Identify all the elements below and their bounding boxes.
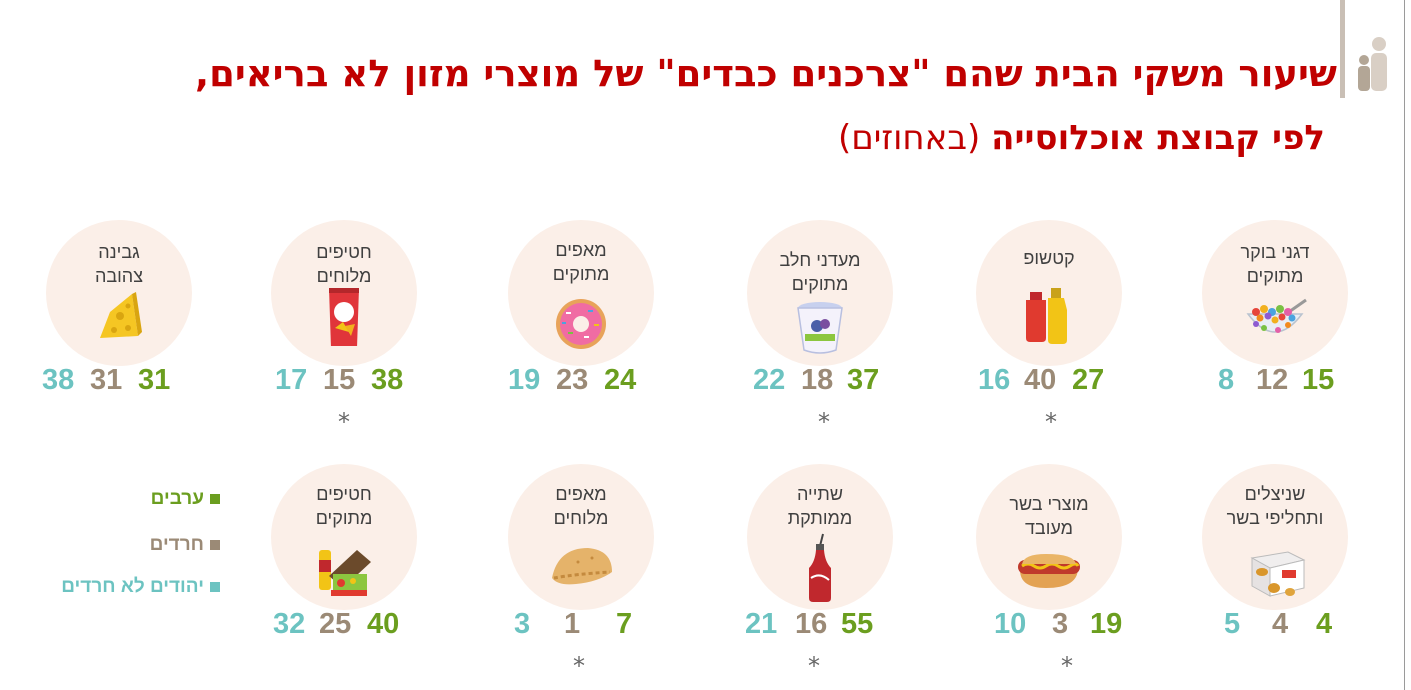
value-arabs: 27 — [1072, 364, 1105, 396]
page-subtitle: לפי קבוצת אוכלוסייה (באחוזים) — [838, 118, 1325, 158]
value-arabs: 24 — [604, 364, 637, 396]
category-values: 17 15 38 — [267, 364, 421, 404]
soda-bottle-icon — [809, 533, 831, 602]
category-label: שתייה ממותקת — [787, 484, 853, 528]
category-values: 8 12 15 — [1198, 364, 1352, 404]
category-label: מאפים מלוחים — [553, 484, 609, 528]
category-label: מוצרי בשר מעובד — [1009, 494, 1089, 538]
category-values: 16 40 27 — [972, 364, 1126, 404]
legend-item-arabs: ערבים — [151, 488, 220, 510]
value-arabs: 4 — [1316, 608, 1333, 640]
category-label: דגני בוקר מתוקים — [1240, 242, 1310, 286]
category-values: 10 3 19 — [972, 608, 1126, 648]
category-label: מאפים מתוקים — [552, 240, 610, 284]
subtitle-bold: לפי קבוצת אוכלוסייה — [991, 118, 1325, 158]
logo-divider — [1340, 0, 1345, 98]
value-arabs: 31 — [138, 364, 171, 396]
legend-item-haredim: חרדים — [150, 534, 220, 556]
cereal-bowl-icon — [1246, 298, 1307, 333]
value-non-haredi-jews: 5 — [1224, 608, 1241, 640]
value-non-haredi-jews: 19 — [508, 364, 541, 396]
page-border-line — [1404, 0, 1405, 690]
category-values: 19 23 24 — [504, 364, 658, 404]
value-non-haredi-jews: 22 — [753, 364, 786, 396]
legend-swatch-icon — [210, 581, 220, 592]
category-values: 22 18 37 — [743, 364, 897, 404]
donut-icon — [556, 299, 606, 349]
value-arabs: 40 — [367, 608, 400, 640]
pastry-icon — [552, 548, 612, 585]
value-haredim: 15 — [323, 364, 356, 396]
legend-swatch-icon — [210, 539, 220, 550]
value-non-haredi-jews: 32 — [273, 608, 306, 640]
significance-star: * — [338, 408, 350, 436]
value-non-haredi-jews: 38 — [42, 364, 75, 396]
ketchup-mustard-icon — [1026, 288, 1067, 344]
value-non-haredi-jews: 3 — [514, 608, 531, 640]
legend-item-non-haredi-jews: יהודים לא חרדים — [61, 576, 220, 598]
value-arabs: 15 — [1302, 364, 1335, 396]
chips-bag-icon — [329, 288, 359, 346]
category-circle — [46, 220, 192, 366]
value-arabs: 7 — [616, 608, 633, 640]
value-haredim: 1 — [564, 608, 581, 640]
significance-star: * — [1045, 408, 1057, 436]
significance-star: * — [1061, 652, 1073, 680]
value-arabs: 55 — [841, 608, 874, 640]
value-haredim: 23 — [556, 364, 589, 396]
value-non-haredi-jews: 16 — [978, 364, 1011, 396]
category-values: 38 31 31 — [42, 364, 196, 404]
value-non-haredi-jews: 21 — [745, 608, 778, 640]
cheese-icon — [100, 292, 142, 338]
value-haredim: 4 — [1272, 608, 1289, 640]
value-haredim: 25 — [319, 608, 352, 640]
subtitle-unit: (באחוזים) — [837, 118, 981, 158]
value-non-haredi-jews: 10 — [994, 608, 1027, 640]
sweets-icon — [319, 550, 371, 596]
category-circle — [1202, 220, 1348, 366]
significance-star: * — [818, 408, 830, 436]
legend-swatch-icon — [210, 493, 220, 504]
value-arabs: 38 — [371, 364, 404, 396]
category-values: 5 4 4 — [1198, 608, 1352, 648]
hotdog-icon — [1018, 554, 1080, 588]
category-values: 32 25 40 — [267, 608, 421, 648]
value-haredim: 16 — [795, 608, 828, 640]
category-label: חטיפים מתוקים — [315, 484, 373, 528]
value-haredim: 3 — [1052, 608, 1069, 640]
value-haredim: 40 — [1024, 364, 1057, 396]
significance-star: * — [808, 652, 820, 680]
category-label: חטיפים מלוחים — [316, 242, 372, 286]
category-values: 3 1 7 — [504, 608, 658, 648]
category-label: קטשופ — [1023, 248, 1075, 268]
value-haredim: 18 — [801, 364, 834, 396]
significance-star: * — [573, 652, 585, 680]
value-non-haredi-jews: 17 — [275, 364, 308, 396]
category-label: גבינה צהובה — [94, 242, 144, 286]
category-circle — [508, 464, 654, 610]
category-label: שניצלים ותחליפי בשר — [1226, 484, 1324, 528]
value-arabs: 19 — [1090, 608, 1123, 640]
value-non-haredi-jews: 8 — [1218, 364, 1235, 396]
value-haredim: 12 — [1256, 364, 1289, 396]
page-title: שיעור משקי הבית שהם "צרכנים כבדים" של מו… — [195, 52, 1337, 95]
yogurt-cup-icon — [797, 302, 843, 354]
value-haredim: 31 — [90, 364, 123, 396]
logo-icon — [1358, 37, 1387, 91]
category-label: מעדני חלב מתוקים — [779, 250, 861, 294]
nuggets-box-icon — [1250, 551, 1306, 597]
category-values: 21 16 55 — [743, 608, 897, 648]
value-arabs: 37 — [847, 364, 880, 396]
